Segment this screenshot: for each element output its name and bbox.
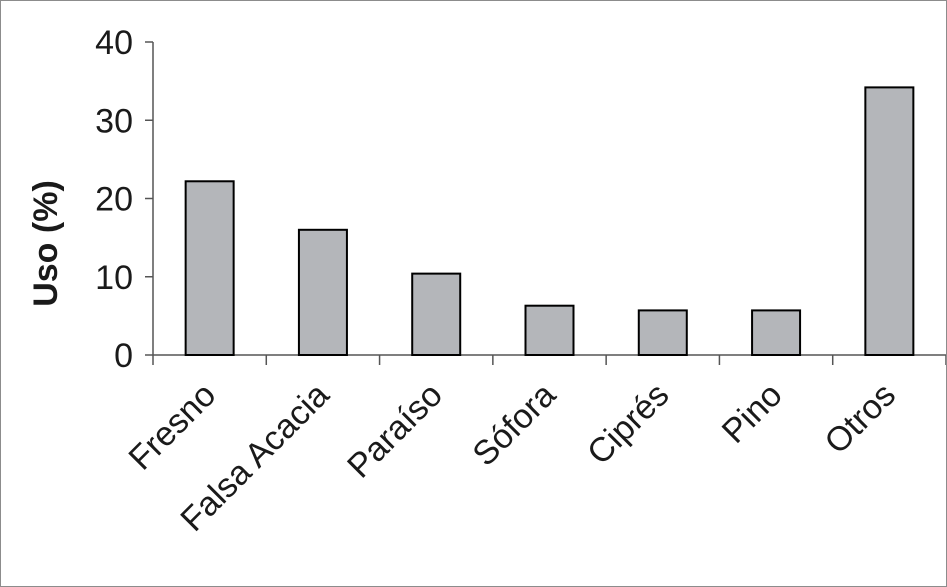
bar-otros (864, 86, 915, 356)
bar-falsa-acacia (297, 228, 348, 356)
bar-fresno (184, 180, 235, 356)
bar-sófora (524, 304, 575, 357)
y-tick-labels: 0 10 20 30 40 (95, 24, 133, 375)
y-tick-label: 30 (95, 102, 133, 140)
x-tick-label: Sófora (465, 376, 563, 474)
x-tick-label: Fresno (122, 376, 224, 478)
bar-pino (751, 309, 802, 356)
x-tick-label: Paraíso (340, 376, 450, 486)
bars (184, 86, 915, 357)
y-axis-label: Uso (%) (27, 180, 65, 307)
y-tick-label: 40 (95, 24, 133, 62)
bar-ciprés (637, 309, 688, 356)
y-tick-label: 10 (95, 259, 133, 297)
y-tick-label: 20 (95, 181, 133, 219)
bar-paraíso (411, 272, 462, 356)
x-tick-label: Ciprés (580, 376, 676, 472)
x-tick-label: Pino (715, 376, 790, 451)
y-tick-label: 0 (114, 337, 133, 375)
x-tick-label: Otros (817, 376, 903, 462)
axes (145, 41, 946, 365)
